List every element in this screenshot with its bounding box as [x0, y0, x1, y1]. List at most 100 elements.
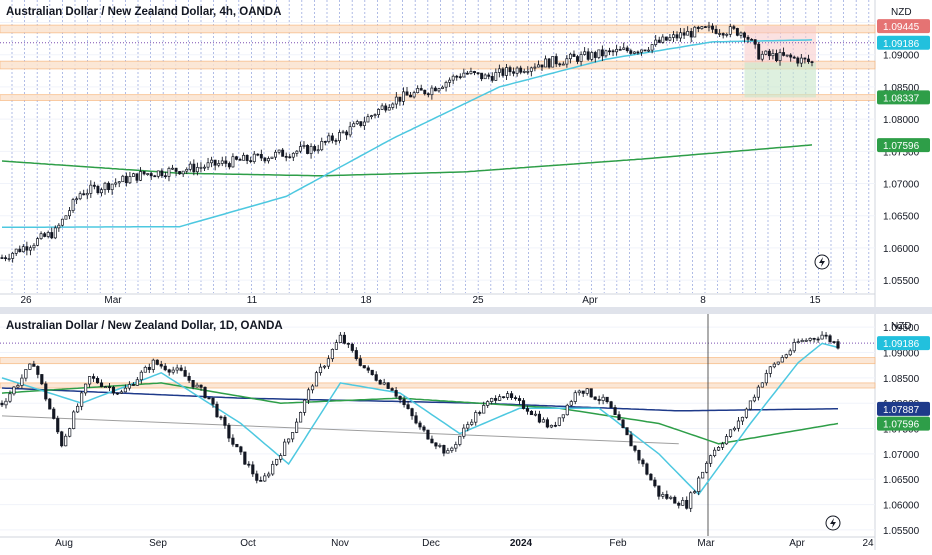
sr-zone-1[interactable]	[0, 60, 876, 70]
candle[interactable]	[283, 441, 287, 456]
sr-zone-0[interactable]	[0, 357, 876, 365]
candle[interactable]	[816, 338, 820, 341]
candle[interactable]	[519, 67, 523, 73]
candle[interactable]	[288, 156, 292, 159]
candle[interactable]	[247, 463, 251, 466]
candle[interactable]	[772, 363, 776, 368]
candle[interactable]	[637, 450, 641, 461]
candle[interactable]	[330, 348, 334, 360]
candle[interactable]	[85, 193, 89, 196]
candle[interactable]	[423, 89, 427, 95]
candle[interactable]	[721, 33, 725, 36]
candle[interactable]	[586, 51, 590, 60]
candle[interactable]	[681, 499, 685, 506]
candle[interactable]	[103, 386, 108, 388]
price-badge[interactable]	[877, 401, 930, 416]
candle[interactable]	[334, 140, 338, 142]
candle[interactable]	[373, 114, 377, 117]
candle[interactable]	[80, 392, 84, 407]
candle[interactable]	[672, 34, 675, 38]
candle[interactable]	[444, 82, 448, 88]
candle[interactable]	[608, 50, 611, 53]
candle[interactable]	[100, 189, 103, 194]
sr-zone-0[interactable]	[0, 24, 876, 34]
candle[interactable]	[778, 52, 782, 61]
candle[interactable]	[561, 414, 565, 419]
candle[interactable]	[306, 389, 311, 401]
candle[interactable]	[579, 54, 583, 62]
candle[interactable]	[466, 424, 470, 429]
candle[interactable]	[203, 386, 207, 399]
candle[interactable]	[291, 152, 295, 158]
candle[interactable]	[183, 370, 187, 377]
candle[interactable]	[740, 416, 745, 422]
candle[interactable]	[143, 366, 147, 373]
candle[interactable]	[782, 52, 786, 56]
candle[interactable]	[657, 39, 661, 43]
candle[interactable]	[776, 361, 780, 365]
candle[interactable]	[735, 28, 739, 36]
candle[interactable]	[270, 156, 274, 159]
candle[interactable]	[669, 496, 673, 499]
candle[interactable]	[279, 455, 283, 460]
candle[interactable]	[414, 415, 418, 424]
candle[interactable]	[56, 418, 60, 433]
candle[interactable]	[551, 56, 555, 68]
candle[interactable]	[522, 71, 526, 73]
candle[interactable]	[306, 144, 309, 154]
candle[interactable]	[448, 79, 452, 83]
candle[interactable]	[724, 436, 729, 445]
candle[interactable]	[568, 53, 572, 60]
candle[interactable]	[771, 53, 775, 57]
candle[interactable]	[617, 414, 621, 421]
candle[interactable]	[362, 121, 366, 126]
candle[interactable]	[412, 92, 416, 98]
candle[interactable]	[621, 419, 625, 428]
candle[interactable]	[482, 405, 486, 414]
candle[interactable]	[220, 160, 224, 164]
candle[interactable]	[334, 342, 338, 350]
candle[interactable]	[135, 173, 139, 181]
candle[interactable]	[625, 47, 629, 52]
candle[interactable]	[828, 335, 832, 342]
candle[interactable]	[195, 384, 199, 388]
candle[interactable]	[430, 87, 434, 96]
candle[interactable]	[64, 435, 68, 447]
candle[interactable]	[502, 396, 506, 399]
candle[interactable]	[330, 135, 334, 141]
candle[interactable]	[549, 424, 553, 428]
candle[interactable]	[665, 494, 669, 499]
candle[interactable]	[525, 408, 530, 412]
candle[interactable]	[836, 341, 840, 349]
candle[interactable]	[342, 334, 346, 344]
candle[interactable]	[124, 175, 128, 184]
candle[interactable]	[647, 49, 651, 52]
candle[interactable]	[192, 163, 196, 173]
candle[interactable]	[243, 451, 247, 465]
candle[interactable]	[601, 396, 605, 401]
candle[interactable]	[366, 367, 370, 371]
candle[interactable]	[338, 132, 341, 142]
candle[interactable]	[544, 58, 547, 68]
candle[interactable]	[370, 115, 373, 118]
candle[interactable]	[14, 248, 18, 254]
candle[interactable]	[486, 401, 490, 406]
candle[interactable]	[810, 61, 814, 64]
candle[interactable]	[589, 388, 593, 398]
candle[interactable]	[604, 50, 608, 57]
candle[interactable]	[633, 445, 637, 451]
candle[interactable]	[4, 257, 7, 260]
candle[interactable]	[103, 182, 107, 191]
candle[interactable]	[509, 393, 514, 399]
candle[interactable]	[4, 400, 8, 406]
candle[interactable]	[0, 402, 4, 406]
candle[interactable]	[593, 396, 597, 400]
candle[interactable]	[693, 26, 697, 38]
candle[interactable]	[195, 167, 199, 173]
candle[interactable]	[298, 412, 303, 423]
candle[interactable]	[490, 76, 494, 81]
candle[interactable]	[558, 63, 562, 66]
candle[interactable]	[513, 397, 518, 400]
candle[interactable]	[107, 182, 111, 191]
candle[interactable]	[64, 215, 68, 220]
